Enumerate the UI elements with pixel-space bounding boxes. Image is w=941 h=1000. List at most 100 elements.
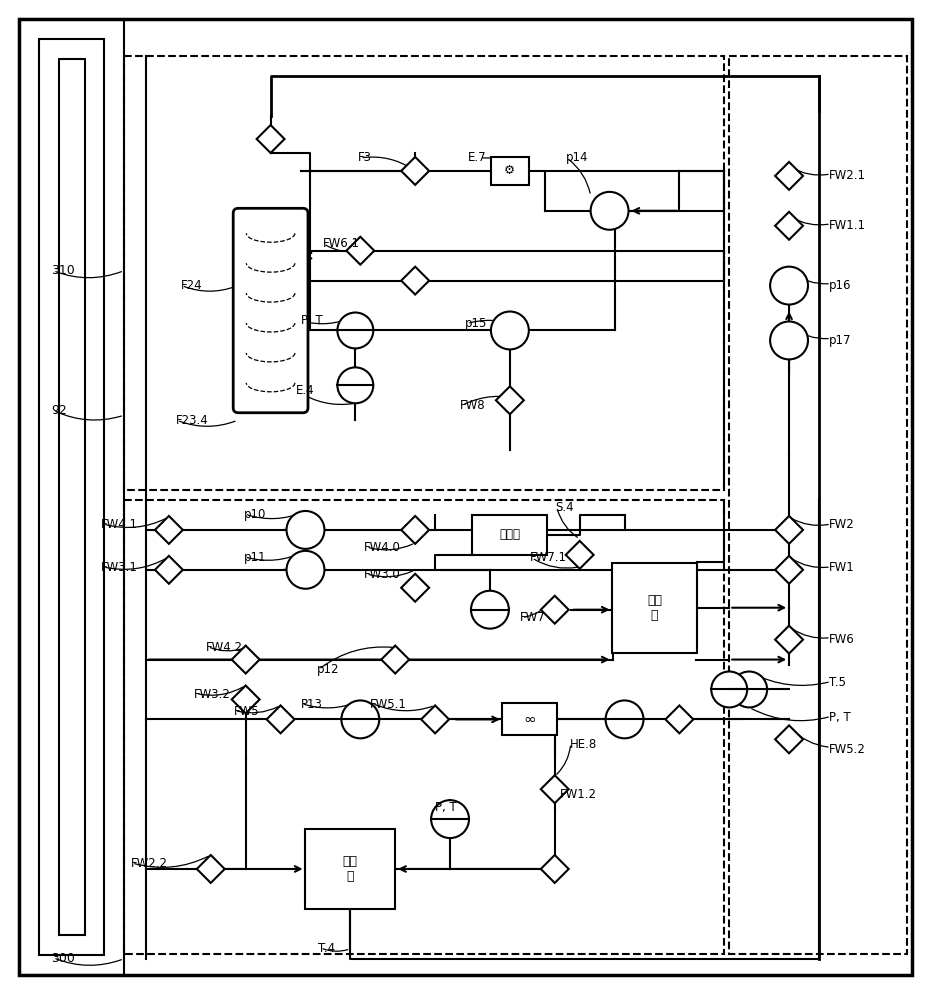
Text: FW1: FW1 — [829, 561, 854, 574]
Circle shape — [431, 800, 469, 838]
Text: 冷却
水: 冷却 水 — [647, 594, 662, 622]
Circle shape — [342, 700, 379, 738]
Text: FW1.2: FW1.2 — [560, 788, 597, 801]
Polygon shape — [155, 556, 183, 584]
Text: FW5: FW5 — [233, 705, 260, 718]
Circle shape — [606, 700, 644, 738]
Text: P, T: P, T — [435, 801, 456, 814]
Polygon shape — [496, 386, 524, 414]
Bar — [729, 56, 907, 954]
Text: E.7: E.7 — [468, 151, 486, 164]
Text: p11: p11 — [244, 551, 266, 564]
Text: FW2.2: FW2.2 — [131, 857, 168, 870]
Text: S.4: S.4 — [555, 501, 573, 514]
Polygon shape — [231, 685, 260, 713]
Circle shape — [591, 192, 629, 230]
Polygon shape — [775, 556, 803, 584]
Polygon shape — [257, 125, 284, 153]
Polygon shape — [155, 516, 183, 544]
Polygon shape — [775, 162, 803, 190]
Text: ⚙: ⚙ — [504, 164, 516, 177]
Text: 92: 92 — [51, 404, 67, 417]
Text: P, T: P, T — [300, 314, 322, 327]
Text: FW3.1: FW3.1 — [101, 561, 138, 574]
Text: 冷却器: 冷却器 — [500, 528, 520, 541]
Polygon shape — [665, 705, 694, 733]
Text: p14: p14 — [566, 151, 588, 164]
Bar — [124, 56, 725, 490]
Text: FW7: FW7 — [519, 611, 546, 624]
Text: F23.4: F23.4 — [176, 414, 209, 427]
Polygon shape — [422, 705, 449, 733]
Text: FW2.1: FW2.1 — [829, 169, 866, 182]
Text: p17: p17 — [829, 334, 852, 347]
Circle shape — [287, 511, 325, 549]
Polygon shape — [775, 212, 803, 240]
Text: F24: F24 — [181, 279, 202, 292]
FancyBboxPatch shape — [233, 208, 308, 413]
Text: FW7.1: FW7.1 — [530, 551, 566, 564]
Polygon shape — [566, 541, 594, 569]
Text: FW5.2: FW5.2 — [829, 743, 866, 756]
Text: p16: p16 — [829, 279, 852, 292]
Text: FW1.1: FW1.1 — [829, 219, 866, 232]
Text: FW6: FW6 — [829, 633, 854, 646]
Text: FW4.1: FW4.1 — [101, 518, 138, 531]
Polygon shape — [775, 725, 803, 753]
Polygon shape — [401, 157, 429, 185]
Bar — [612, 563, 697, 653]
Bar — [59, 59, 85, 935]
Polygon shape — [346, 237, 375, 265]
Text: F3: F3 — [359, 151, 373, 164]
Text: 310: 310 — [51, 264, 75, 277]
Polygon shape — [381, 646, 409, 674]
Polygon shape — [197, 855, 225, 883]
Polygon shape — [775, 516, 803, 544]
Text: FW5.1: FW5.1 — [371, 698, 407, 711]
Polygon shape — [401, 574, 429, 602]
Circle shape — [338, 367, 374, 403]
Text: FW4.0: FW4.0 — [364, 541, 401, 554]
Bar — [491, 157, 529, 185]
Polygon shape — [231, 646, 260, 674]
Bar — [472, 515, 548, 555]
Polygon shape — [401, 516, 429, 544]
Text: HE.8: HE.8 — [569, 738, 597, 751]
Bar — [502, 703, 557, 735]
Text: p12: p12 — [316, 663, 339, 676]
Text: FW8: FW8 — [460, 399, 486, 412]
Text: FW4.2: FW4.2 — [206, 641, 243, 654]
Text: p10: p10 — [244, 508, 266, 521]
Polygon shape — [541, 775, 568, 803]
Bar — [40, 39, 104, 955]
Polygon shape — [775, 626, 803, 654]
Text: FW2: FW2 — [829, 518, 854, 531]
Text: FW3.2: FW3.2 — [194, 688, 231, 701]
Text: 300: 300 — [51, 952, 75, 965]
Polygon shape — [541, 596, 568, 624]
Text: FW3.0: FW3.0 — [364, 568, 401, 581]
Circle shape — [731, 672, 767, 707]
Bar — [20, 19, 124, 975]
Polygon shape — [266, 705, 295, 733]
Text: P, T: P, T — [829, 711, 851, 724]
Text: T.5: T.5 — [829, 676, 846, 689]
Circle shape — [287, 551, 325, 589]
Text: 返回
水: 返回 水 — [343, 855, 358, 883]
Circle shape — [711, 672, 747, 707]
Bar — [124, 500, 725, 954]
Circle shape — [491, 312, 529, 349]
Circle shape — [770, 267, 808, 305]
Circle shape — [338, 313, 374, 348]
Text: E.4: E.4 — [295, 384, 314, 397]
Text: p15: p15 — [465, 317, 487, 330]
Circle shape — [770, 321, 808, 359]
Circle shape — [471, 591, 509, 629]
Polygon shape — [401, 267, 429, 295]
Text: P13: P13 — [300, 698, 323, 711]
Text: ∞: ∞ — [523, 712, 536, 727]
Bar — [306, 829, 395, 909]
Text: FW6.1: FW6.1 — [323, 237, 359, 250]
Polygon shape — [541, 855, 568, 883]
Text: T.4: T.4 — [318, 942, 336, 955]
